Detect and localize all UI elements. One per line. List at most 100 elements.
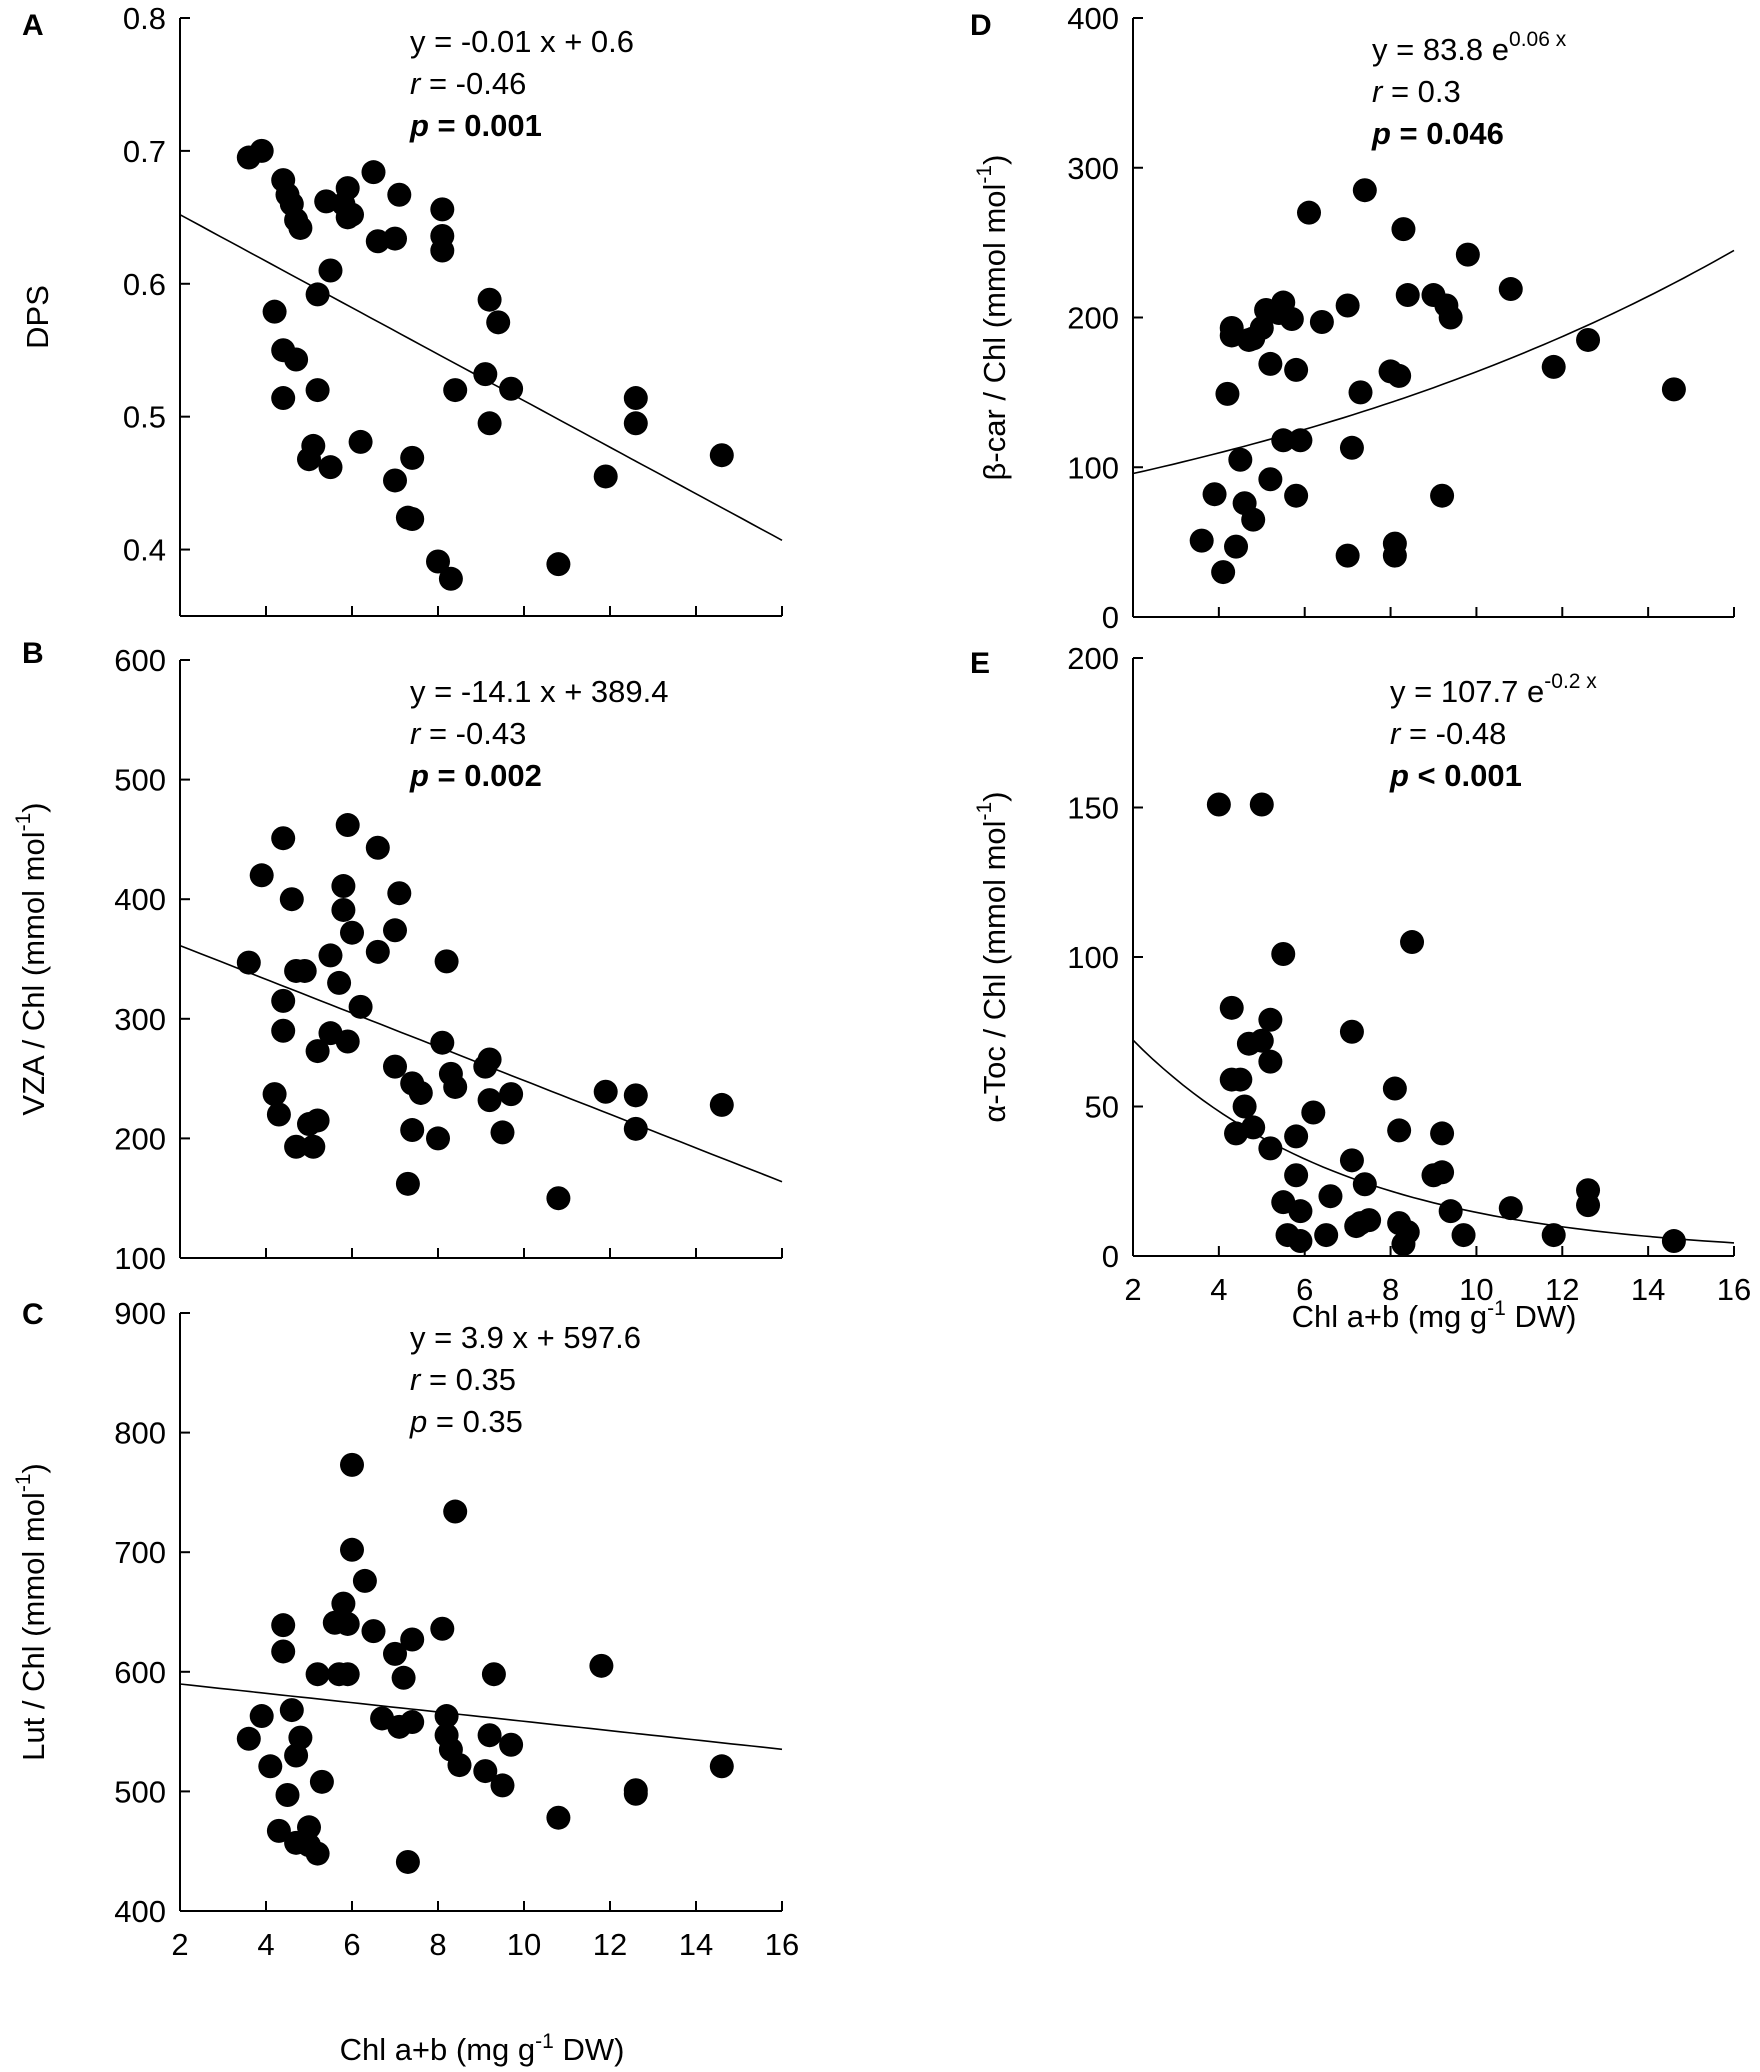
- data-point-c: [400, 1710, 425, 1735]
- x-tick-label-c: 16: [765, 1927, 799, 1962]
- data-point-b: [271, 988, 296, 1013]
- y-tick-label-d: 100: [1067, 450, 1119, 485]
- x-tick-label-e: 10: [1459, 1272, 1493, 1307]
- data-point-c: [275, 1782, 300, 1807]
- x-axis-label-left-text: Chl a+b (mg g: [340, 2032, 536, 2067]
- r-value-b: r = -0.43: [410, 716, 526, 751]
- data-point-a: [623, 411, 648, 436]
- data-point-a: [709, 443, 734, 468]
- x-axis-label-right-post: DW): [1506, 1299, 1577, 1334]
- p-value-b: p = 0.002: [409, 758, 542, 793]
- data-point-d: [1541, 354, 1566, 379]
- panel-letter-c: C: [22, 1298, 44, 1331]
- p-value-a: p = 0.001: [409, 108, 542, 143]
- data-point-c: [284, 1743, 309, 1768]
- data-point-b: [271, 826, 296, 851]
- x-axis-label-left-post: DW): [554, 2032, 625, 2067]
- data-point-d: [1430, 483, 1455, 508]
- panel-a: 0.4 0.5 0.6 0.7 0.8 A DPS y = -0.01 x + 0.6 r = …: [20, 1, 783, 617]
- data-point-d: [1249, 315, 1274, 340]
- p-value-c: p = 0.35: [409, 1404, 523, 1439]
- data-point-e: [1258, 1007, 1283, 1032]
- y-tick-label-c: 600: [114, 1655, 166, 1690]
- y-tick-label-e: 0: [1102, 1239, 1119, 1274]
- data-point-d: [1382, 543, 1407, 568]
- data-point-a: [400, 506, 425, 531]
- data-point-a: [443, 378, 468, 403]
- data-point-b: [236, 950, 261, 975]
- data-point-a: [426, 549, 450, 574]
- y-axis-label-text: DPS: [20, 285, 55, 349]
- data-point-a: [477, 287, 502, 312]
- data-point-b: [262, 1082, 287, 1107]
- data-point-a: [430, 197, 455, 222]
- panel-letter-e: E: [970, 647, 990, 680]
- data-point-b: [279, 887, 304, 912]
- data-point-c: [297, 1815, 321, 1840]
- data-point-b: [430, 1030, 455, 1055]
- data-point-b: [365, 835, 390, 860]
- y-tick-label-e: 200: [1067, 641, 1119, 676]
- data-point-e: [1357, 1208, 1382, 1233]
- y-axis-label-text: Lut / Chl (mmol mol: [16, 1492, 51, 1761]
- data-point-b: [271, 1018, 296, 1043]
- data-point-b: [623, 1083, 648, 1108]
- data-point-a: [499, 376, 524, 401]
- data-point-a: [284, 347, 309, 372]
- data-point-c: [249, 1704, 274, 1729]
- y-axis-label-sup: -1: [12, 1473, 35, 1492]
- data-point-b: [331, 874, 356, 899]
- x-tick-label-c: 14: [679, 1927, 713, 1962]
- data-point-c: [391, 1665, 416, 1690]
- data-point-e: [1430, 1160, 1455, 1185]
- equation-a: y = -0.01 x + 0.6: [410, 24, 634, 59]
- x-axis-label-left: Chl a+b (mg g-1 DW): [340, 2030, 625, 2067]
- data-point-d: [1335, 543, 1360, 568]
- data-point-c: [589, 1653, 614, 1678]
- equation-e: y = 107.7 e-0.2 x: [1390, 670, 1597, 709]
- data-point-e: [1395, 1220, 1420, 1245]
- data-point-c: [430, 1616, 455, 1641]
- data-point-e: [1451, 1223, 1476, 1248]
- data-point-c: [331, 1591, 356, 1616]
- data-point-e: [1241, 1115, 1266, 1140]
- data-point-b: [434, 949, 459, 974]
- data-point-c: [623, 1781, 648, 1806]
- data-point-e: [1228, 1067, 1253, 1092]
- x-tick-label-c: 2: [171, 1927, 188, 1962]
- panel-b: 100 200 300 400 500 600 B VZA / Chl (mmol mol-1…: [12, 637, 783, 1276]
- y-tick-label-a: 0.6: [123, 267, 166, 302]
- data-point-c: [279, 1698, 304, 1723]
- y-tick-label-a: 0.7: [123, 134, 166, 169]
- equation-d: y = 83.8 e0.06 x: [1372, 28, 1567, 67]
- y-tick-label-b: 600: [114, 643, 166, 678]
- y-axis-label-b: VZA / Chl (mmol mol-1): [12, 802, 51, 1115]
- y-axis-label-c: Lut / Chl (mmol mol-1): [12, 1463, 51, 1761]
- data-point-d: [1339, 435, 1364, 460]
- data-point-c: [335, 1611, 360, 1636]
- data-point-a: [438, 566, 463, 591]
- y-axis-label-d: β-car / Chl (mmol mol-1): [973, 155, 1012, 481]
- data-point-c: [340, 1452, 364, 1477]
- x-axis-label-right: Chl a+b (mg g-1 DW): [1292, 1297, 1577, 1334]
- y-axis-label-sup: -1: [973, 802, 996, 821]
- data-point-c: [481, 1662, 506, 1687]
- data-point-d: [1288, 428, 1313, 453]
- data-point-b: [477, 1088, 502, 1113]
- data-point-a: [400, 445, 425, 470]
- x-tick-label-e: 14: [1631, 1272, 1665, 1307]
- y-axis-label-post: ): [16, 802, 51, 812]
- data-point-e: [1576, 1193, 1601, 1218]
- y-tick-label-b: 100: [114, 1241, 166, 1276]
- data-point-b: [305, 1108, 330, 1133]
- data-point-c: [266, 1818, 291, 1843]
- y-axis-label-text: α-Toc / Chl (mmol mol: [977, 820, 1012, 1122]
- data-point-d: [1241, 507, 1266, 532]
- data-point-b: [383, 1054, 407, 1079]
- data-point-c: [477, 1723, 502, 1748]
- y-tick-label-c: 500: [114, 1774, 166, 1809]
- data-point-b: [348, 994, 373, 1019]
- data-point-c: [305, 1841, 330, 1866]
- data-point-e: [1438, 1199, 1463, 1224]
- data-point-b: [408, 1080, 433, 1105]
